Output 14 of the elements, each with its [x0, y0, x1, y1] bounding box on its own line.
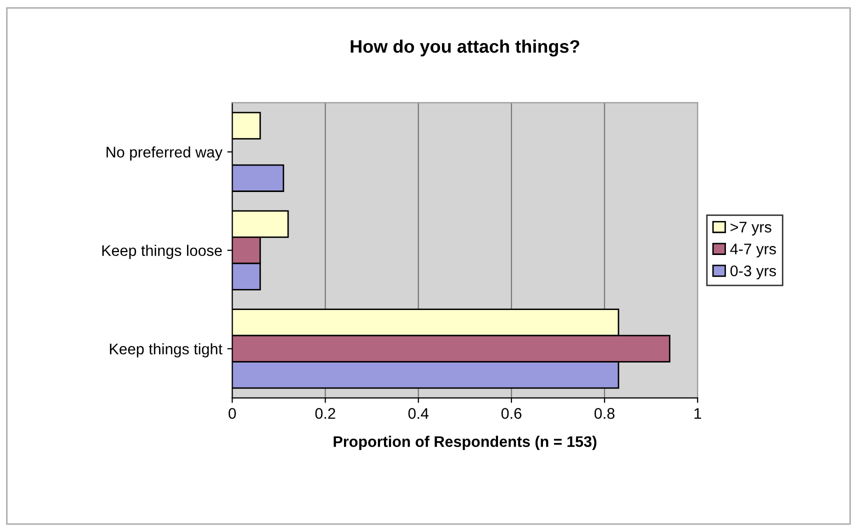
y-tick-label: No preferred way — [106, 146, 223, 161]
chart-title: How do you attach things? — [350, 40, 580, 56]
y-tick-label: Keep things tight — [110, 343, 222, 358]
x-axis-title: Proportion of Respondents (n = 153) — [334, 436, 596, 450]
x-tick-label: 0.2 — [315, 408, 336, 419]
x-tick-label: 0 — [228, 408, 236, 419]
x-tick-label: 1 — [694, 408, 702, 419]
legend-label: >7 yrs — [730, 222, 772, 236]
y-tick-label: Keep things loose — [102, 244, 222, 260]
x-tick-label: 0.6 — [501, 408, 522, 419]
x-tick-label: 0.4 — [408, 408, 429, 419]
x-tick-label: 0.8 — [594, 408, 614, 419]
legend-label: 0-3 yrs — [730, 265, 776, 280]
legend-label: 4-7 yrs — [730, 244, 776, 258]
